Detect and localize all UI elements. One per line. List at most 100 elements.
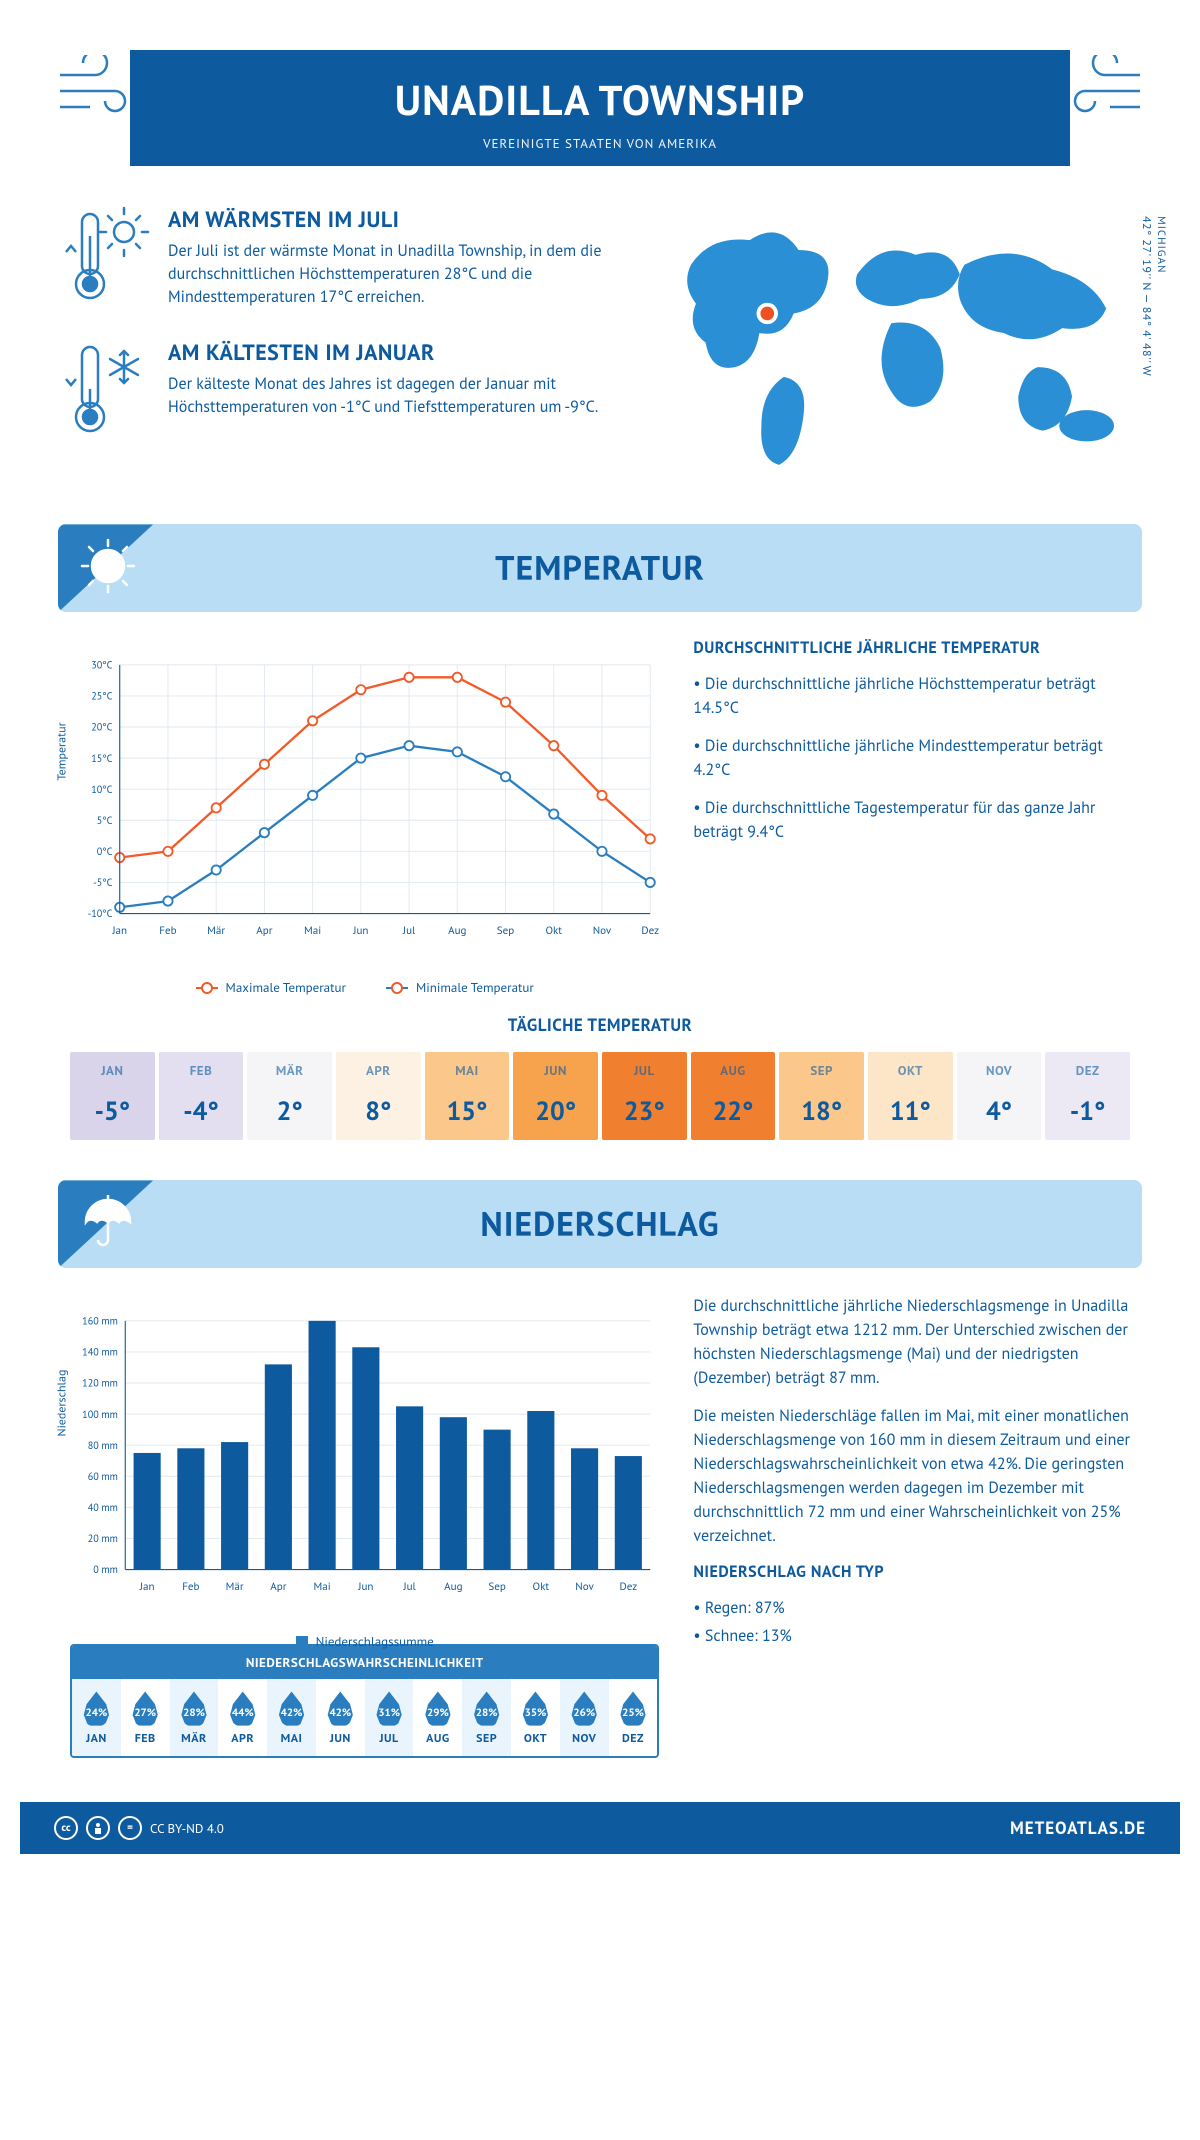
temp-bullet-1: • Die durchschnittliche jährliche Höchst… [693,672,1130,720]
raindrop-icon: 28% [473,1691,501,1727]
svg-text:20°C: 20°C [91,721,112,734]
precip-prob-cell: 28%SEP [462,1679,511,1756]
daily-temp-cell: SEP18° [779,1052,864,1140]
svg-text:Nov: Nov [575,1580,594,1594]
raindrop-icon: 35% [521,1691,549,1727]
precip-prob-title: NIEDERSCHLAGSWAHRSCHEINLICHKEIT [72,1646,657,1679]
coldest-title: AM KÄLTESTEN IM JANUAR [168,339,622,367]
coordinates: 42° 27' 19'' N — 84° 4' 48'' W [1139,216,1154,376]
precip-prob-cell: 31%JUL [365,1679,414,1756]
precip-y-label: Niederschlag [55,1370,70,1437]
precip-prob-cell: 42%MAI [267,1679,316,1756]
svg-text:Nov: Nov [593,924,612,938]
title-banner: UNADILLA TOWNSHIP VEREINIGTE STAATEN VON… [130,50,1070,166]
precip-prob-cell: 29%AUG [413,1679,462,1756]
svg-text:10°C: 10°C [91,783,112,796]
svg-text:Sep: Sep [497,924,514,938]
precipitation-summary: Die durchschnittliche jährliche Niedersc… [693,1294,1130,1758]
precip-prob-cell: 26%NOV [560,1679,609,1756]
coldest-text: Der kälteste Monat des Jahres ist dagege… [168,373,622,419]
warmest-fact: AM WÄRMSTEN IM JULI Der Juli ist der wär… [60,206,622,311]
svg-text:Mai: Mai [314,1580,331,1594]
warmest-title: AM WÄRMSTEN IM JULI [168,206,622,234]
raindrop-icon: 44% [229,1691,257,1727]
svg-text:15°C: 15°C [91,752,112,765]
raindrop-icon: 31% [375,1691,403,1727]
temperature-summary: DURCHSCHNITTLICHE JÄHRLICHE TEMPERATUR •… [693,638,1130,968]
raindrop-icon: 29% [424,1691,452,1727]
region-label: MICHIGAN [1154,216,1168,273]
precip-prob-cell: 28%MÄR [170,1679,219,1756]
page-title: UNADILLA TOWNSHIP [130,72,1070,127]
raindrop-icon: 27% [131,1691,159,1727]
temp-y-label: Temperatur [55,723,70,781]
temperature-header: TEMPERATUR [58,524,1142,612]
precipitation-header: NIEDERSCHLAG [58,1180,1142,1268]
svg-text:40 mm: 40 mm [88,1502,118,1515]
svg-text:Mär: Mär [226,1580,244,1594]
raindrop-icon: 25% [619,1691,647,1727]
precip-type-snow: • Schnee: 13% [693,1624,1130,1648]
svg-text:Okt: Okt [533,1580,550,1594]
svg-text:Okt: Okt [545,924,562,938]
daily-temp-title: TÄGLICHE TEMPERATUR [20,1014,1180,1036]
temperature-title: TEMPERATUR [495,546,705,590]
svg-text:80 mm: 80 mm [88,1439,118,1452]
precip-prob-cell: 27%FEB [121,1679,170,1756]
raindrop-icon: 42% [278,1691,306,1727]
precipitation-bar-chart: Niederschlag 0 mm20 mm40 mm60 mm80 mm100… [70,1294,659,1624]
temp-bullet-3: • Die durchschnittliche Tagestemperatur … [693,796,1130,844]
raindrop-icon: 24% [82,1691,110,1727]
temp-bullet-2: • Die durchschnittliche jährliche Mindes… [693,734,1130,782]
temperature-line-chart: Temperatur -10°C-5°C0°C5°C10°C15°C20°C25… [70,638,659,968]
footer: cc = CC BY-ND 4.0 METEOATLAS.DE [20,1802,1180,1854]
page-subtitle: VEREINIGTE STAATEN VON AMERIKA [130,135,1070,152]
svg-text:Jan: Jan [111,924,127,938]
svg-text:25°C: 25°C [91,690,112,703]
svg-text:20 mm: 20 mm [88,1533,118,1546]
daily-temp-cell: APR8° [336,1052,421,1140]
precip-prob-cell: 44%APR [218,1679,267,1756]
precip-prob-cell: 24%JAN [72,1679,121,1756]
svg-text:160 mm: 160 mm [82,1315,118,1328]
daily-temp-cell: MAI15° [425,1052,510,1140]
sun-icon [78,536,138,601]
cc-icon: cc [54,1816,78,1840]
daily-temp-cell: JUL23° [602,1052,687,1140]
svg-text:30°C: 30°C [91,659,112,672]
svg-text:120 mm: 120 mm [82,1377,118,1390]
svg-text:Jan: Jan [139,1580,155,1594]
svg-text:Jul: Jul [402,1580,416,1594]
svg-text:Mär: Mär [207,924,225,938]
temp-legend: .leg-sw:nth-child(1)::after{border-color… [70,979,659,996]
svg-text:Dez: Dez [619,1580,637,1594]
daily-temp-cell: AUG22° [691,1052,776,1140]
by-icon [86,1816,110,1840]
precip-para-1: Die durchschnittliche jährliche Niedersc… [693,1294,1130,1390]
svg-text:Feb: Feb [159,924,176,938]
license-text: CC BY-ND 4.0 [150,1820,224,1837]
svg-text:5°C: 5°C [97,814,113,827]
precip-prob-cell: 25%DEZ [609,1679,658,1756]
precipitation-title: NIEDERSCHLAG [480,1202,719,1246]
svg-text:Dez: Dez [641,924,659,938]
svg-text:Jun: Jun [357,1580,373,1594]
brand: METEOATLAS.DE [1010,1817,1146,1839]
svg-text:-10°C: -10°C [88,908,113,921]
svg-text:Aug: Aug [444,1580,462,1594]
daily-temp-cell: JAN-5° [70,1052,155,1140]
svg-text:Apr: Apr [256,924,272,938]
world-map: MICHIGAN 42° 27' 19'' N — 84° 4' 48'' W [652,206,1140,484]
intro-section: AM WÄRMSTEN IM JULI Der Juli ist der wär… [20,166,1180,514]
license: cc = CC BY-ND 4.0 [54,1816,224,1840]
raindrop-icon: 28% [180,1691,208,1727]
svg-text:Sep: Sep [488,1580,505,1594]
temp-summary-heading: DURCHSCHNITTLICHE JÄHRLICHE TEMPERATUR [693,638,1130,658]
svg-text:0°C: 0°C [97,846,113,859]
svg-text:Jun: Jun [352,924,368,938]
svg-text:Mai: Mai [304,924,321,938]
daily-temp-cell: JUN20° [513,1052,598,1140]
precip-para-2: Die meisten Niederschläge fallen im Mai,… [693,1404,1130,1548]
svg-text:60 mm: 60 mm [88,1470,118,1483]
daily-temp-cell: MÄR2° [247,1052,332,1140]
